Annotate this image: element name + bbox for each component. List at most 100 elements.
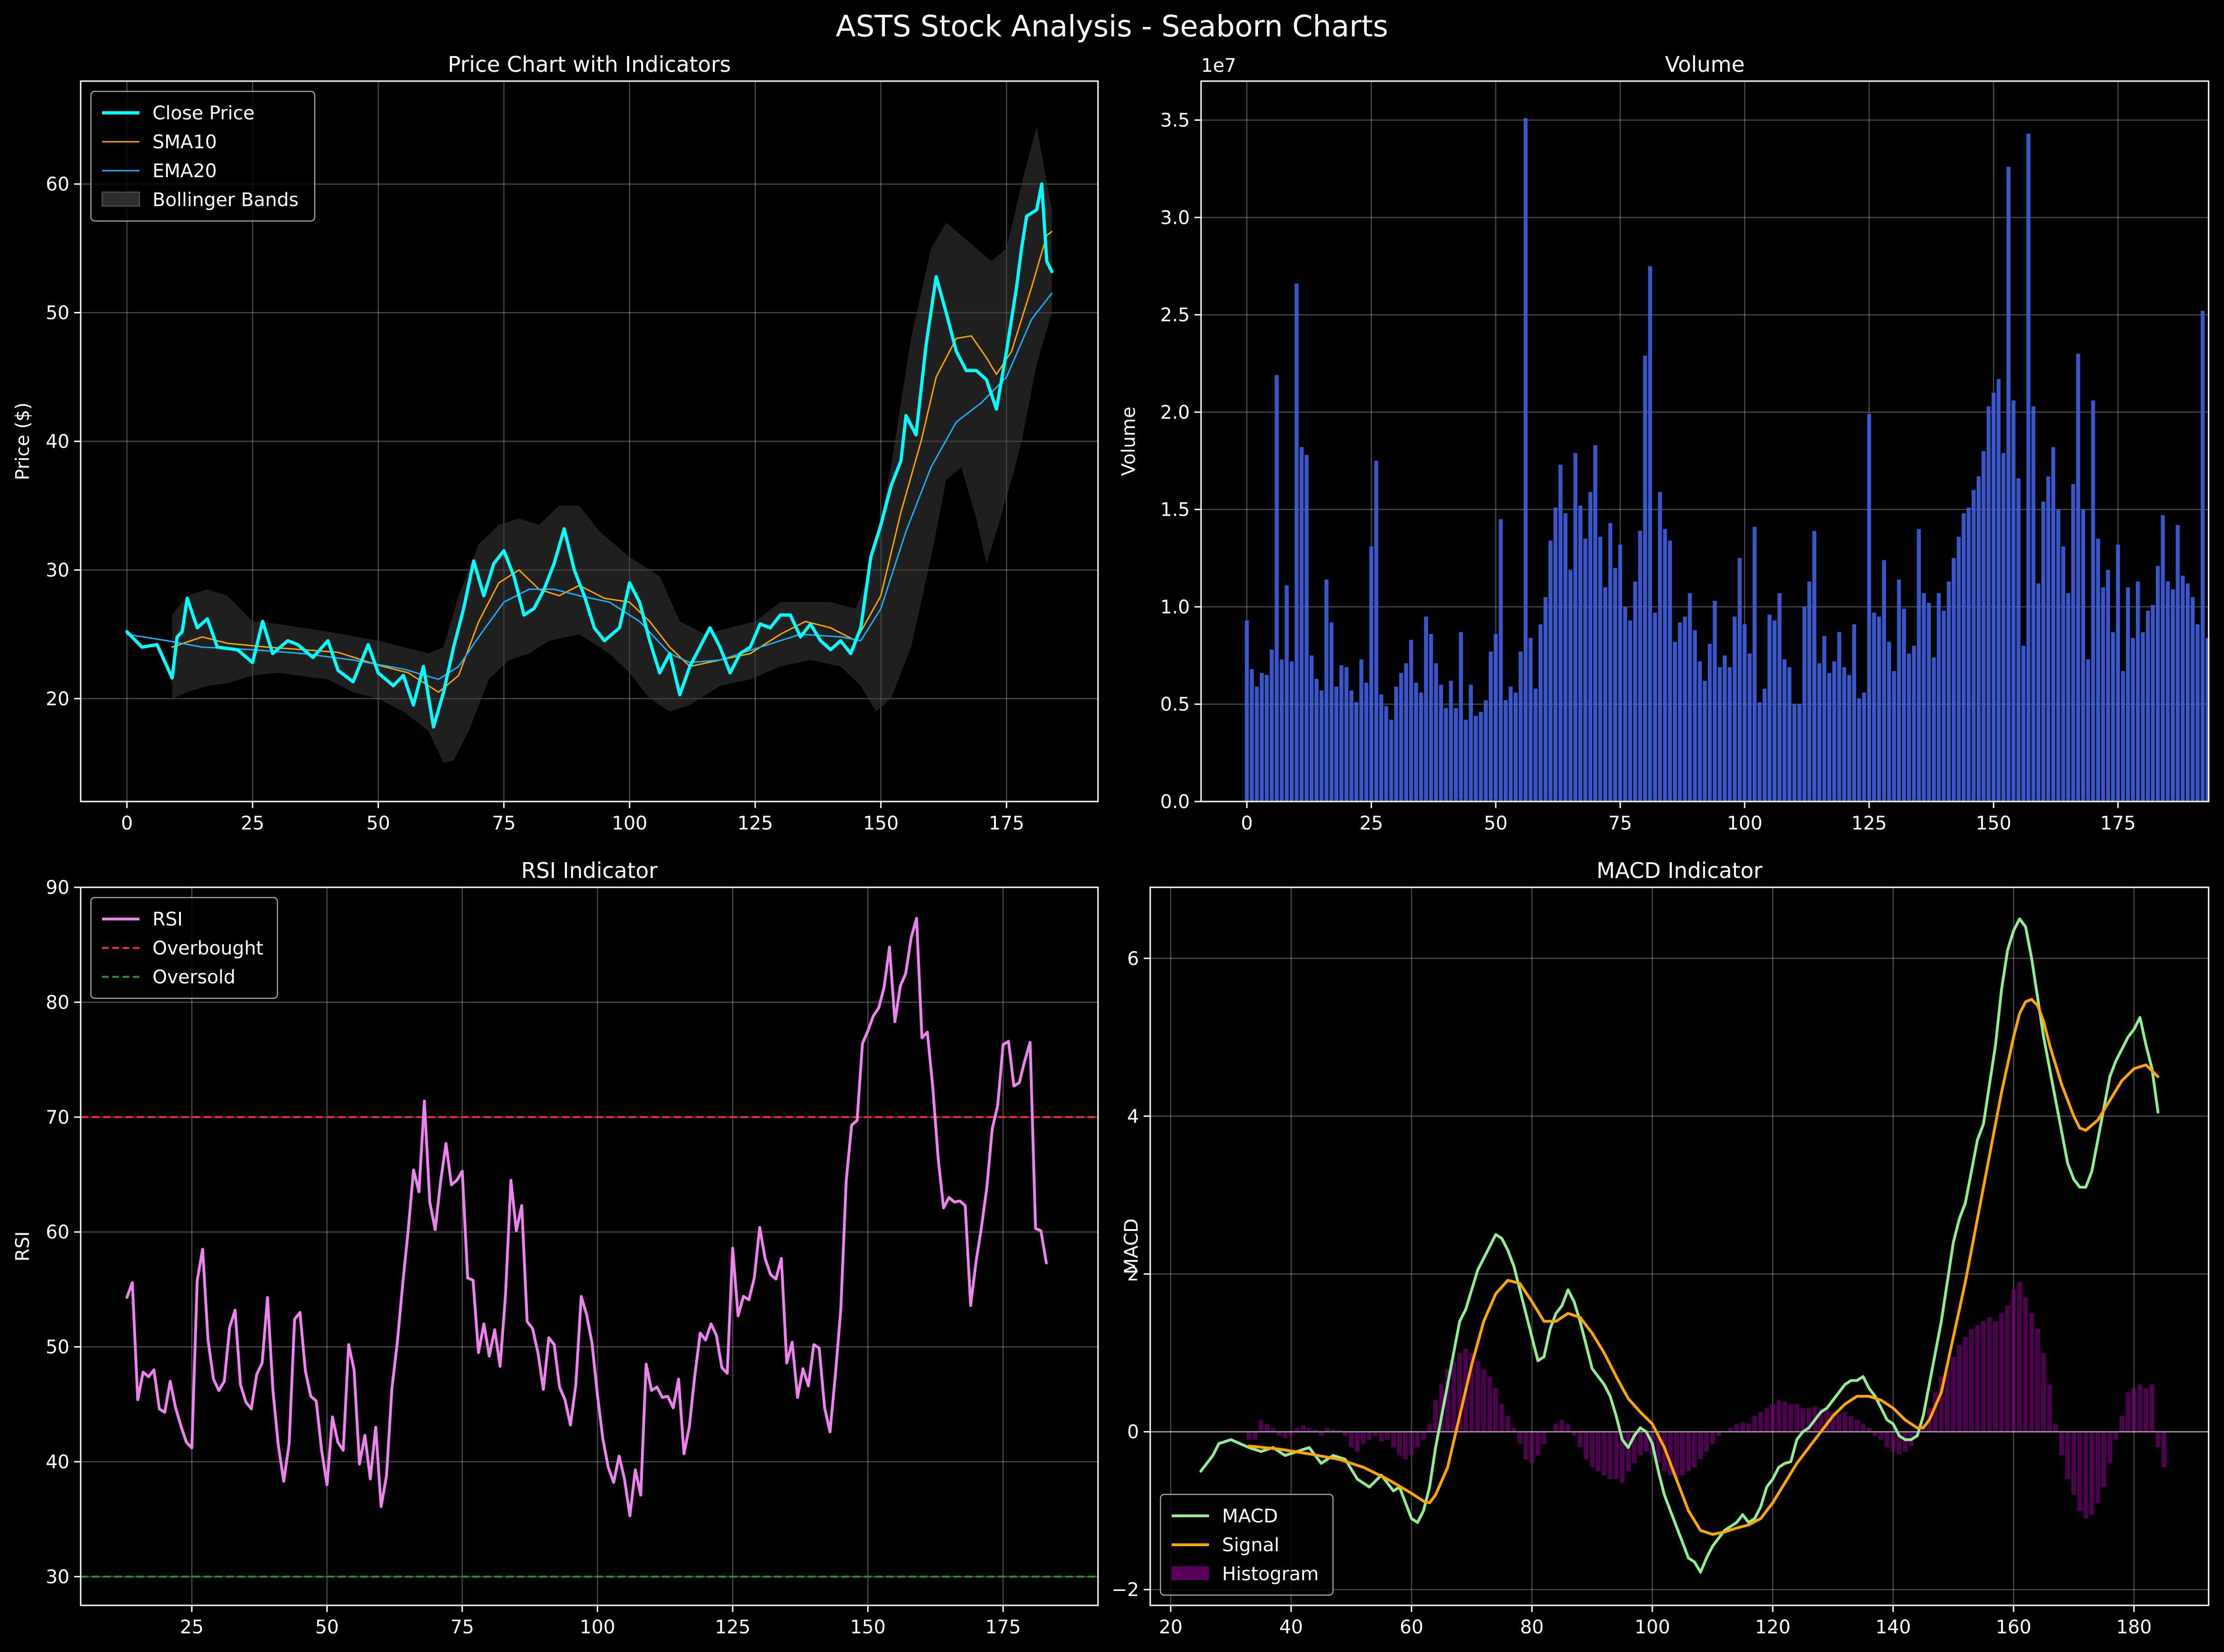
price-legend xyxy=(90,90,316,222)
macd-histogram-bar xyxy=(1752,1416,1757,1432)
volume-bar xyxy=(1962,513,1966,802)
macd-histogram-bar xyxy=(1734,1424,1739,1432)
macd-histogram-bar xyxy=(1433,1400,1438,1432)
price-x-tick-label: 50 xyxy=(366,813,390,834)
macd-histogram-bar xyxy=(1698,1431,1703,1459)
volume-bar xyxy=(2076,353,2080,802)
macd-histogram-bar xyxy=(2071,1431,2076,1495)
volume-bar xyxy=(2116,544,2120,802)
macd-histogram-bar xyxy=(1993,1321,1998,1432)
volume-bar xyxy=(1892,671,1896,802)
volume-bar xyxy=(1349,691,1354,802)
rsi-axes-frame xyxy=(80,886,1099,1606)
volume-x-tick-label: 100 xyxy=(1727,813,1762,834)
volume-bar xyxy=(1469,684,1473,802)
price-y-tick-label: 50 xyxy=(46,303,69,324)
rsi-y-tick-label: 60 xyxy=(46,1222,69,1243)
ema20-line xyxy=(126,292,1053,680)
volume-bar xyxy=(1454,708,1458,802)
volume-bar xyxy=(1633,581,1637,802)
volume-bar xyxy=(2026,133,2031,802)
macd-histogram-bar xyxy=(1499,1404,1505,1432)
volume-bar xyxy=(2046,476,2051,802)
volume-bar xyxy=(1474,716,1478,802)
volume-bar xyxy=(1952,558,1956,802)
macd-histogram-bar xyxy=(1487,1376,1492,1432)
volume-x-tick-label: 75 xyxy=(1609,813,1632,834)
macd-x-tick-label: 140 xyxy=(1875,1617,1911,1638)
volume-bar xyxy=(1663,529,1667,802)
volume-bar xyxy=(1588,492,1593,802)
macd-legend-label: Histogram xyxy=(1222,1563,1319,1585)
volume-bar xyxy=(2106,570,2110,802)
rsi-title: RSI Indicator xyxy=(521,858,658,883)
volume-bar xyxy=(1623,607,1627,802)
macd-y-tick-label: 2 xyxy=(1127,1264,1139,1285)
volume-bar xyxy=(1991,393,1996,802)
rsi-y-tick-label: 80 xyxy=(46,992,69,1013)
volume-bar xyxy=(2006,166,2010,802)
price-x-tick-label: 125 xyxy=(738,813,773,834)
bollinger-bands-area xyxy=(172,126,1052,763)
volume-bar xyxy=(1753,527,1757,802)
rsi-x-tick-label: 175 xyxy=(985,1617,1021,1638)
rsi-line xyxy=(125,917,1048,1517)
price-y-tick-label: 60 xyxy=(46,174,69,195)
volume-bar xyxy=(2051,447,2056,802)
volume-bar xyxy=(1847,675,1851,802)
macd-histogram-bar xyxy=(1385,1431,1390,1440)
volume-bar xyxy=(1404,663,1409,802)
macd-histogram-bar xyxy=(1517,1431,1522,1444)
volume-bar xyxy=(1703,681,1707,802)
macd-histogram-bar xyxy=(1583,1431,1589,1459)
volume-bar xyxy=(1902,608,1906,802)
macd-x-tick-label: 40 xyxy=(1279,1617,1303,1638)
volume-bar xyxy=(2111,632,2115,802)
volume-bar xyxy=(2121,671,2125,802)
macd-histogram-bar xyxy=(1475,1361,1480,1432)
volume-bar xyxy=(1305,455,1309,802)
macd-histogram-bar xyxy=(1277,1431,1282,1436)
macd-histogram-bar xyxy=(1975,1325,1980,1432)
volume-bar xyxy=(2176,525,2180,802)
price-legend-label: SMA10 xyxy=(152,131,217,153)
volume-bar xyxy=(1738,558,1742,802)
macd-histogram-bar xyxy=(1493,1388,1499,1432)
macd-histogram-bar xyxy=(2125,1392,2131,1432)
volume-bar xyxy=(1290,661,1294,802)
macd-histogram-bar xyxy=(1782,1402,1788,1432)
macd-legend-label: Signal xyxy=(1222,1534,1279,1556)
macd-histogram-bar xyxy=(1848,1416,1854,1432)
volume-bar xyxy=(2086,659,2090,802)
macd-histogram-bar xyxy=(1541,1431,1547,1444)
macd-histogram-bar xyxy=(1788,1404,1793,1432)
macd-y-tick-label: 0 xyxy=(1127,1422,1139,1443)
close-price-line xyxy=(125,182,1054,729)
macd-histogram-bar xyxy=(2131,1388,2136,1432)
volume-bar xyxy=(1887,642,1891,802)
volume-bar xyxy=(1533,688,1538,802)
macd-axes-frame xyxy=(1149,886,2210,1606)
price-x-tick-label: 150 xyxy=(863,813,898,834)
volume-bar xyxy=(1394,686,1398,802)
volume-bar xyxy=(1558,464,1563,802)
macd-histogram-bar xyxy=(1355,1431,1360,1452)
macd-x-tick-label: 100 xyxy=(1635,1617,1670,1638)
volume-bar xyxy=(1927,603,1931,802)
rsi-y-axis-label: RSI xyxy=(12,1231,34,1262)
volume-bar xyxy=(1598,537,1602,802)
volume-bar xyxy=(1787,667,1792,802)
volume-bar xyxy=(1538,624,1543,802)
macd-histogram-bar xyxy=(1602,1431,1607,1475)
volume-bar xyxy=(1733,616,1737,802)
volume-bar xyxy=(1822,636,1826,802)
volume-bar xyxy=(1523,118,1528,802)
volume-bar xyxy=(2036,583,2041,802)
macd-histogram-bar xyxy=(1349,1431,1354,1448)
macd-histogram-bar xyxy=(2011,1290,2016,1432)
macd-histogram-bar xyxy=(2023,1298,2028,1432)
macd-histogram-bar xyxy=(1891,1431,1896,1452)
volume-bar xyxy=(1917,529,1921,802)
volume-bar xyxy=(1757,702,1762,802)
macd-histogram-bar xyxy=(1343,1431,1348,1436)
